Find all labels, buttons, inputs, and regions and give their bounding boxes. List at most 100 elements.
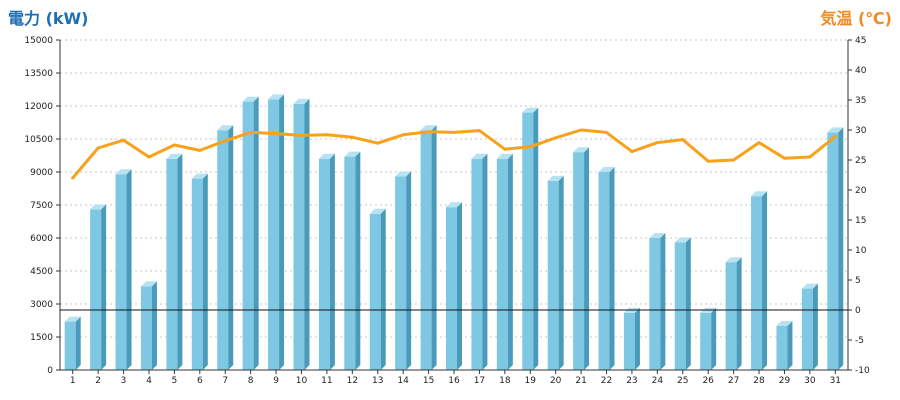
right-tick-label: 20	[855, 186, 867, 196]
right-tick-label: -5	[855, 336, 864, 346]
bar-25	[674, 237, 691, 370]
temperature-point-15	[427, 130, 431, 134]
bar-top	[446, 202, 462, 208]
bar-side	[584, 147, 590, 370]
bar-front	[573, 152, 585, 370]
bar-side	[151, 281, 157, 370]
bar-18	[496, 153, 513, 370]
bar-side	[228, 125, 234, 370]
bar-side	[736, 257, 742, 370]
temperature-point-22	[605, 130, 609, 134]
x-tick-label: 30	[804, 376, 816, 386]
left-tick-label: 3000	[30, 300, 53, 310]
bar-27	[725, 257, 742, 370]
x-tick-label: 4	[146, 376, 152, 386]
x-tick-label: 13	[372, 376, 383, 386]
temperature-line	[71, 128, 837, 180]
bar-top	[344, 151, 361, 157]
x-tick-label: 15	[423, 376, 434, 386]
x-tick-label: 19	[525, 376, 537, 386]
bar-front	[191, 178, 203, 370]
x-tick-label: 28	[753, 376, 765, 386]
bar-side	[711, 307, 717, 370]
x-tick-label: 10	[296, 376, 308, 386]
x-tick-label: 14	[397, 376, 409, 386]
temperature-point-23	[630, 150, 634, 154]
temperature-point-3	[122, 138, 126, 142]
bar-front	[64, 321, 76, 370]
left-tick-label: 0	[47, 366, 53, 376]
x-tick-label: 20	[550, 376, 562, 386]
bar-side	[355, 151, 361, 370]
x-tick-label: 11	[321, 376, 332, 386]
bar-side	[75, 316, 81, 370]
bar-8	[242, 96, 259, 370]
bar-top	[90, 204, 107, 210]
x-tick-label: 8	[248, 376, 254, 386]
bar-15	[420, 125, 437, 370]
bar-1	[64, 316, 81, 370]
bar-front	[827, 132, 839, 370]
temperature-point-5	[172, 143, 176, 147]
temperature-point-17	[477, 129, 481, 133]
bar-side	[482, 153, 488, 370]
temperature-point-19	[528, 145, 532, 149]
bar-3	[115, 169, 132, 370]
x-tick-label: 18	[499, 376, 511, 386]
temperature-point-26	[706, 159, 710, 163]
bar-front	[623, 312, 635, 370]
left-tick-label: 6000	[30, 234, 53, 244]
temperature-point-12	[350, 135, 354, 139]
right-tick-label: 10	[855, 246, 867, 256]
bar-front	[446, 207, 457, 370]
temperature-point-18	[503, 147, 507, 151]
bar-top	[674, 237, 691, 243]
left-tick-label: 13500	[24, 69, 53, 79]
temperature-point-9	[274, 132, 278, 136]
temperature-point-4	[147, 155, 151, 159]
bar-front	[217, 130, 229, 370]
temperature-point-11	[325, 133, 329, 137]
bar-top	[115, 169, 132, 175]
left-tick-label: 9000	[30, 168, 53, 178]
temperature-point-27	[732, 158, 736, 162]
bar-side	[685, 237, 691, 370]
bar-14	[395, 171, 412, 370]
bar-19	[522, 107, 539, 370]
x-tick-label: 25	[677, 376, 688, 386]
bar-10	[293, 98, 310, 371]
bar-side	[762, 191, 768, 370]
right-tick-label: 40	[855, 66, 867, 76]
bar-26	[700, 307, 717, 370]
bar-front	[395, 176, 407, 370]
bar-top	[725, 257, 742, 263]
bar-top	[776, 321, 793, 326]
bar-side	[787, 321, 793, 370]
bar-front	[344, 156, 356, 370]
temperature-point-7	[223, 139, 227, 143]
temperature-point-1	[71, 176, 75, 180]
bar-16	[446, 202, 462, 370]
bar-front	[115, 174, 127, 370]
bar-4	[140, 281, 157, 370]
right-tick-label: 30	[855, 126, 867, 136]
bar-17	[471, 153, 488, 370]
bar-side	[431, 125, 437, 370]
left-axis-title: 電力 (kW)	[8, 9, 89, 28]
right-tick-label: 35	[855, 96, 866, 106]
bar-28	[751, 191, 768, 370]
bar-top	[217, 125, 234, 131]
bar-front	[776, 326, 788, 370]
bar-front	[649, 238, 661, 370]
bar-6	[191, 173, 208, 370]
bar-side	[126, 169, 132, 370]
bar-top	[649, 233, 666, 238]
x-tick-label: 27	[728, 376, 739, 386]
bar-front	[318, 158, 330, 370]
bar-side	[253, 96, 259, 370]
bar-2	[90, 204, 107, 370]
x-tick-label: 23	[626, 376, 637, 386]
bar-top	[242, 96, 259, 102]
temperature-point-6	[198, 148, 202, 152]
